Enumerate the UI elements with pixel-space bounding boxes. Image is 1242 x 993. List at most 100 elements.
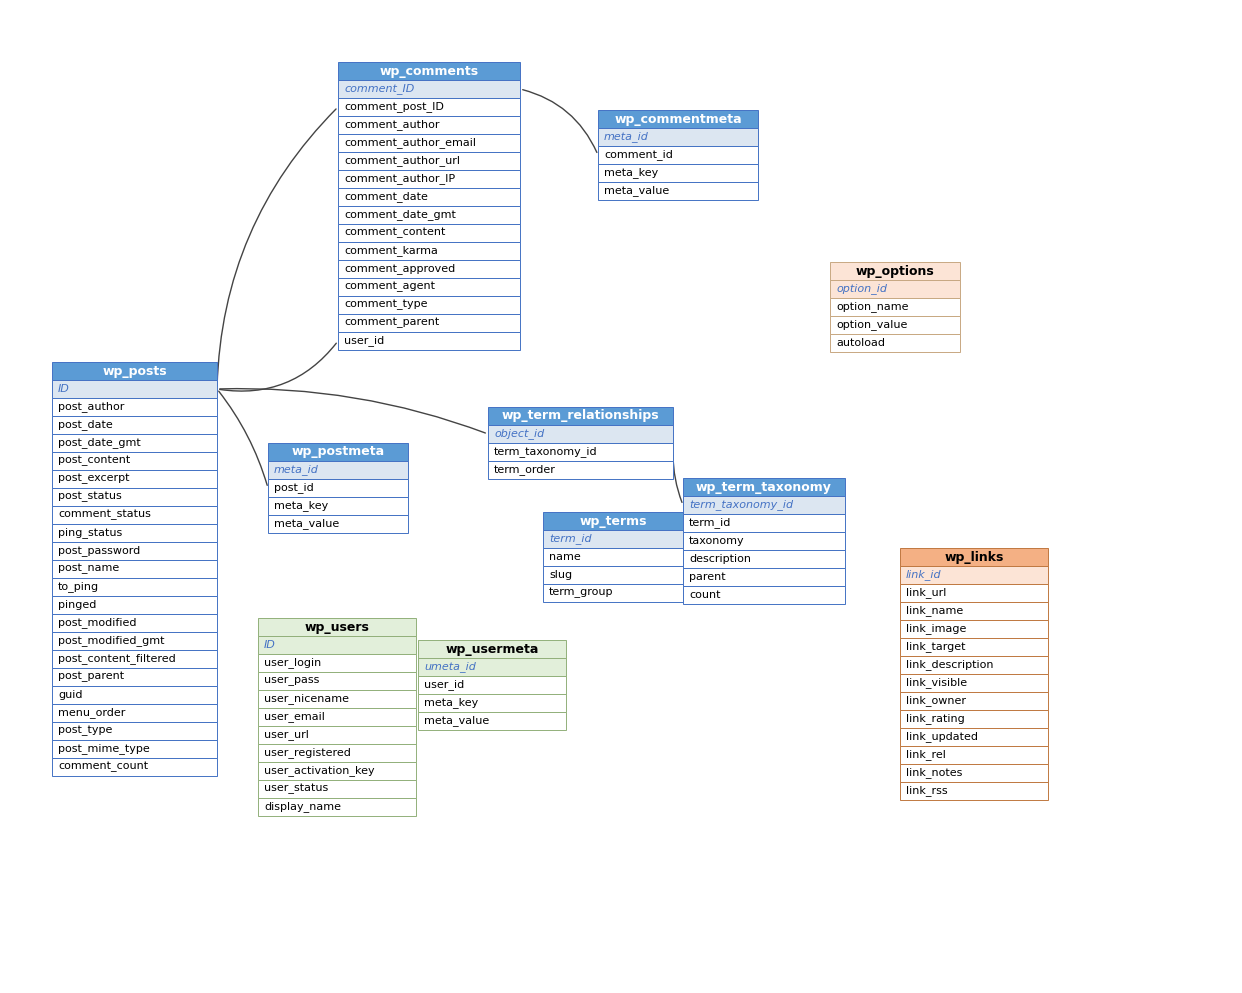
Text: wp_term_taxonomy: wp_term_taxonomy — [696, 481, 832, 494]
Text: comment_author_IP: comment_author_IP — [344, 174, 455, 185]
Text: post_modified: post_modified — [58, 618, 137, 629]
Bar — [338, 134, 520, 152]
Bar — [900, 782, 1048, 800]
Bar — [597, 182, 758, 200]
Text: post_date_gmt: post_date_gmt — [58, 438, 140, 449]
Text: comment_count: comment_count — [58, 762, 148, 773]
Text: meta_id: meta_id — [274, 465, 319, 476]
Text: meta_value: meta_value — [604, 186, 669, 197]
Bar — [338, 224, 520, 242]
Text: post_name: post_name — [58, 564, 119, 574]
Bar — [597, 164, 758, 182]
Text: comment_author: comment_author — [344, 119, 440, 130]
Text: comment_parent: comment_parent — [344, 318, 440, 329]
Text: pinged: pinged — [58, 600, 97, 610]
Bar — [900, 674, 1048, 692]
Text: wp_posts: wp_posts — [102, 364, 166, 377]
Text: post_modified_gmt: post_modified_gmt — [58, 636, 164, 646]
Bar — [258, 780, 416, 798]
Text: link_id: link_id — [905, 570, 941, 581]
Bar — [268, 497, 409, 515]
Text: wp_commentmeta: wp_commentmeta — [615, 112, 741, 125]
Bar — [268, 443, 409, 461]
Bar — [258, 708, 416, 726]
Bar — [338, 98, 520, 116]
Text: ping_status: ping_status — [58, 527, 122, 538]
Text: post_content_filtered: post_content_filtered — [58, 653, 176, 664]
Text: parent: parent — [689, 572, 725, 582]
Text: term_taxonomy_id: term_taxonomy_id — [689, 499, 794, 510]
Text: link_visible: link_visible — [905, 677, 968, 688]
Text: term_group: term_group — [549, 588, 614, 598]
Bar — [543, 530, 683, 548]
Bar — [419, 676, 566, 694]
Bar — [597, 128, 758, 146]
Text: link_name: link_name — [905, 606, 964, 617]
Bar — [52, 740, 217, 758]
Text: wp_comments: wp_comments — [380, 65, 478, 77]
Bar — [338, 188, 520, 206]
Text: comment_date: comment_date — [344, 192, 428, 203]
Bar — [543, 584, 683, 602]
Text: link_rel: link_rel — [905, 750, 946, 761]
Text: display_name: display_name — [265, 801, 342, 812]
Bar — [338, 332, 520, 350]
Bar — [543, 566, 683, 584]
Bar — [543, 548, 683, 566]
Text: object_id: object_id — [494, 429, 544, 440]
Text: comment_approved: comment_approved — [344, 263, 456, 274]
Bar — [900, 566, 1048, 584]
Text: post_password: post_password — [58, 545, 140, 556]
Bar — [258, 636, 416, 654]
Text: user_nicename: user_nicename — [265, 693, 349, 704]
Bar — [258, 672, 416, 690]
Bar — [900, 656, 1048, 674]
Bar — [338, 116, 520, 134]
Bar — [52, 524, 217, 542]
Text: slug: slug — [549, 570, 573, 580]
Bar — [52, 596, 217, 614]
Bar — [683, 568, 845, 586]
Text: wp_usermeta: wp_usermeta — [446, 642, 539, 655]
Text: wp_terms: wp_terms — [579, 514, 647, 527]
Text: option_value: option_value — [836, 320, 908, 331]
Text: meta_key: meta_key — [604, 168, 658, 179]
Bar — [52, 686, 217, 704]
Bar — [268, 515, 409, 533]
Text: term_order: term_order — [494, 465, 556, 476]
Bar — [52, 650, 217, 668]
Bar — [830, 334, 960, 352]
Text: wp_options: wp_options — [856, 264, 934, 277]
Bar — [419, 694, 566, 712]
Bar — [419, 658, 566, 676]
Text: post_mime_type: post_mime_type — [58, 744, 150, 755]
Text: user_url: user_url — [265, 730, 309, 741]
Text: post_status: post_status — [58, 492, 122, 502]
Text: user_registered: user_registered — [265, 748, 351, 759]
Text: menu_order: menu_order — [58, 708, 125, 719]
Bar — [52, 380, 217, 398]
Bar — [338, 242, 520, 260]
Bar — [900, 728, 1048, 746]
Text: post_id: post_id — [274, 483, 314, 494]
Text: taxonomy: taxonomy — [689, 536, 745, 546]
Bar — [258, 798, 416, 816]
Bar — [52, 434, 217, 452]
Text: link_notes: link_notes — [905, 768, 963, 779]
Text: user_id: user_id — [344, 336, 384, 347]
Text: term_taxonomy_id: term_taxonomy_id — [494, 447, 597, 458]
Text: meta_value: meta_value — [274, 518, 339, 529]
Bar — [52, 578, 217, 596]
Bar — [900, 638, 1048, 656]
Text: term_id: term_id — [689, 517, 732, 528]
Bar — [338, 170, 520, 188]
Bar — [52, 470, 217, 488]
Bar — [338, 80, 520, 98]
Bar — [488, 425, 673, 443]
Bar — [52, 758, 217, 776]
Text: option_name: option_name — [836, 302, 908, 313]
Bar — [683, 586, 845, 604]
Bar — [419, 712, 566, 730]
Text: to_ping: to_ping — [58, 582, 99, 593]
Bar — [52, 398, 217, 416]
